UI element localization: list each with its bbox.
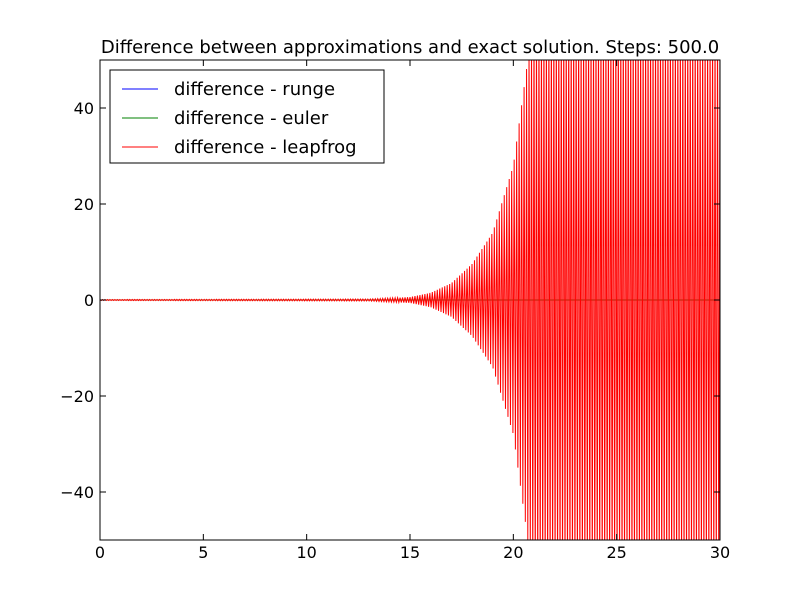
x-tick-label: 15 xyxy=(400,543,420,562)
y-tick-label: 0 xyxy=(84,291,94,310)
y-tick-label: 40 xyxy=(74,99,94,118)
x-tick-label: 0 xyxy=(95,543,105,562)
y-tick-label: −20 xyxy=(60,387,94,406)
legend-label: difference - euler xyxy=(174,108,329,129)
ticks-layer: 0 5 10 15 20 25 30 −40 −20 0 20 40 xyxy=(60,60,730,562)
chart-title: Difference between approximations and ex… xyxy=(101,37,719,58)
legend: difference - runge difference - euler diff… xyxy=(109,69,385,164)
legend-label: difference - runge xyxy=(174,79,335,100)
x-tick-label: 25 xyxy=(606,543,626,562)
series-layer xyxy=(100,60,720,540)
plot-frame xyxy=(99,59,721,541)
x-tick-label: 5 xyxy=(198,543,208,562)
x-tick-label: 10 xyxy=(296,543,316,562)
legend-label: difference - leapfrog xyxy=(174,137,357,158)
x-tick-label: 30 xyxy=(710,543,730,562)
y-tick-label: −40 xyxy=(60,483,94,502)
series-line-2 xyxy=(100,60,720,540)
x-tick-label: 20 xyxy=(503,543,523,562)
y-tick-label: 20 xyxy=(74,195,94,214)
